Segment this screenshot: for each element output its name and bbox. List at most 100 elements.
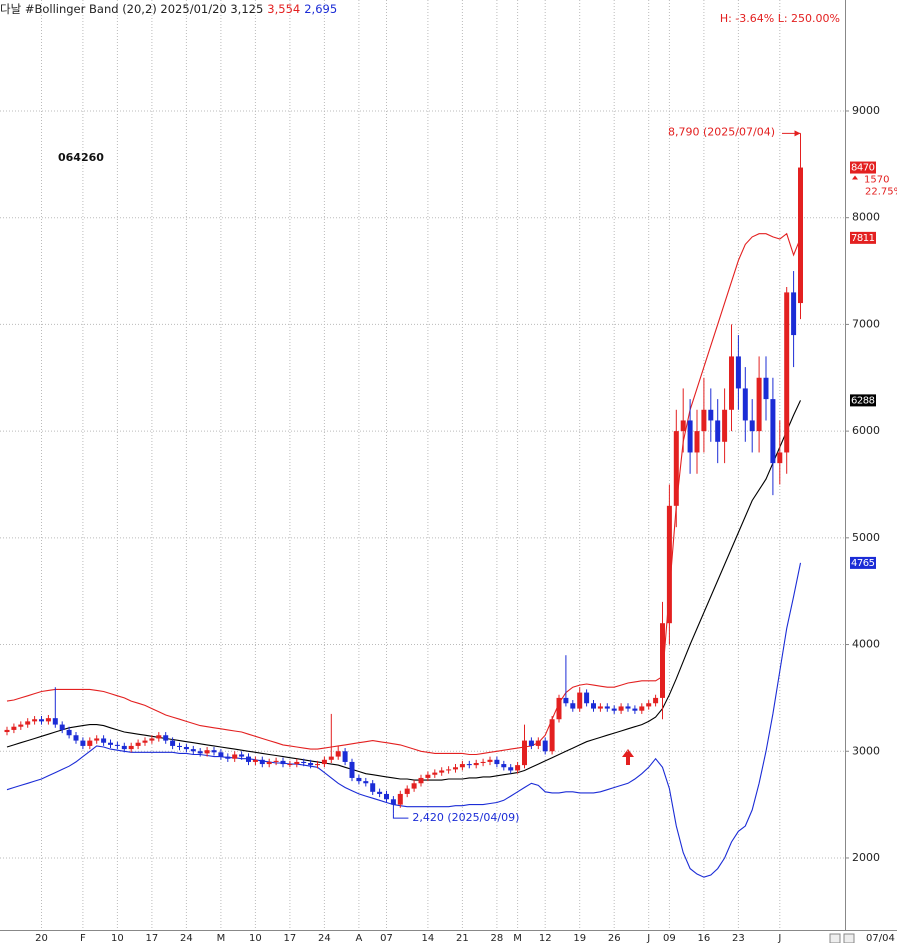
x-tick-label: 28 [491,933,504,943]
candle-body [639,706,645,711]
candle-body [432,772,438,775]
candle-body [763,377,769,400]
candle-body [501,764,507,768]
header-title: 다날 #Bollinger Band (20,2) 2025/01/20 3,1… [0,2,263,16]
y-tick-label: 9000 [852,104,880,117]
candle-body [666,505,672,624]
y-tick-label: 6000 [852,424,880,437]
candle-body [742,388,748,421]
candle-body [377,791,383,794]
candle-body [618,706,624,711]
scroll-button[interactable] [829,933,841,943]
candle-body [473,762,479,766]
x-tick-label: 12 [539,933,552,943]
change-arrow [852,175,858,180]
candle-body [556,697,562,720]
candle-body [156,735,162,739]
candle-body [211,750,217,753]
candle-body [439,770,445,773]
x-tick-label: 21 [456,933,469,943]
candle-body [163,735,169,741]
candle-body [25,721,31,725]
candle-body [542,740,548,752]
candle-body [177,745,182,747]
candle-body [694,431,700,453]
candle-body [294,761,300,765]
candle-body [239,754,245,757]
high-arrowhead [794,130,801,137]
range-text: H: -3.64% L: 250.00% [720,12,840,25]
candle-body [735,356,741,389]
candle-body [570,703,576,709]
x-tick-label: M [217,933,226,943]
candle-body [749,420,755,432]
candle-body [791,292,797,336]
candle-body [653,697,659,704]
candle-body [798,167,803,304]
candle-body [45,718,51,722]
x-tick-label: 10 [249,933,262,943]
candle-body [563,697,569,704]
candle-body [101,738,107,743]
candle-body [87,740,93,746]
y-tick-label: 2000 [852,851,880,864]
candle-body [308,762,314,766]
candle-body [729,356,734,410]
candle-body [494,759,500,765]
candle-body [266,761,272,765]
candle-body [246,756,251,762]
candle-body [135,742,141,746]
candle-body [673,431,679,506]
x-tick-label: 19 [573,933,586,943]
candle-body [315,764,320,766]
x-tick-label: M [513,933,522,943]
scroll-button[interactable] [843,933,855,943]
candle-body [287,764,293,766]
candle-body [335,751,341,757]
y-tick-label: 5000 [852,531,880,544]
candle-body [777,452,783,464]
candle-body [687,420,693,453]
candle-body [128,745,134,750]
last-date: 07/04 [866,933,895,943]
candle-body [701,409,707,432]
candle-body [273,760,279,762]
candle-body [549,719,555,752]
signal-arrow [622,749,634,765]
header-upper: 3,554 [267,2,300,16]
candle-body [384,793,389,800]
candle-body [342,751,348,762]
candle-body [190,749,196,752]
lower-tag-box [850,556,876,569]
x-tick-label: 09 [663,933,676,943]
header: 다날 #Bollinger Band (20,2) 2025/01/20 3,1… [0,2,337,16]
change: 1570 [864,175,889,186]
upper-tag-box [850,231,876,244]
middle-tag-box [850,394,876,407]
candle-body [197,751,203,754]
candle-body [708,409,714,421]
low-pointer [392,813,409,819]
candle-body [370,783,376,792]
change-pct: 22.75% [865,187,897,198]
candle-body [784,292,790,453]
candle-body [328,756,334,760]
candle-body [411,783,417,789]
candle-body [356,777,362,782]
candle-body [11,726,17,730]
candle-body [32,719,38,722]
candle-body [252,759,258,762]
y-tick-label: 7000 [852,317,880,330]
candle-body [73,735,79,741]
x-tick-label: F [80,933,86,943]
candle-body [301,761,307,763]
candle-body [418,777,424,784]
candle-body [522,740,527,766]
x-tick-label: 24 [318,933,331,943]
candle-body [363,781,369,784]
candle-body [625,706,631,709]
candle-body [466,764,472,766]
middle-tag: 6288 [851,395,875,406]
